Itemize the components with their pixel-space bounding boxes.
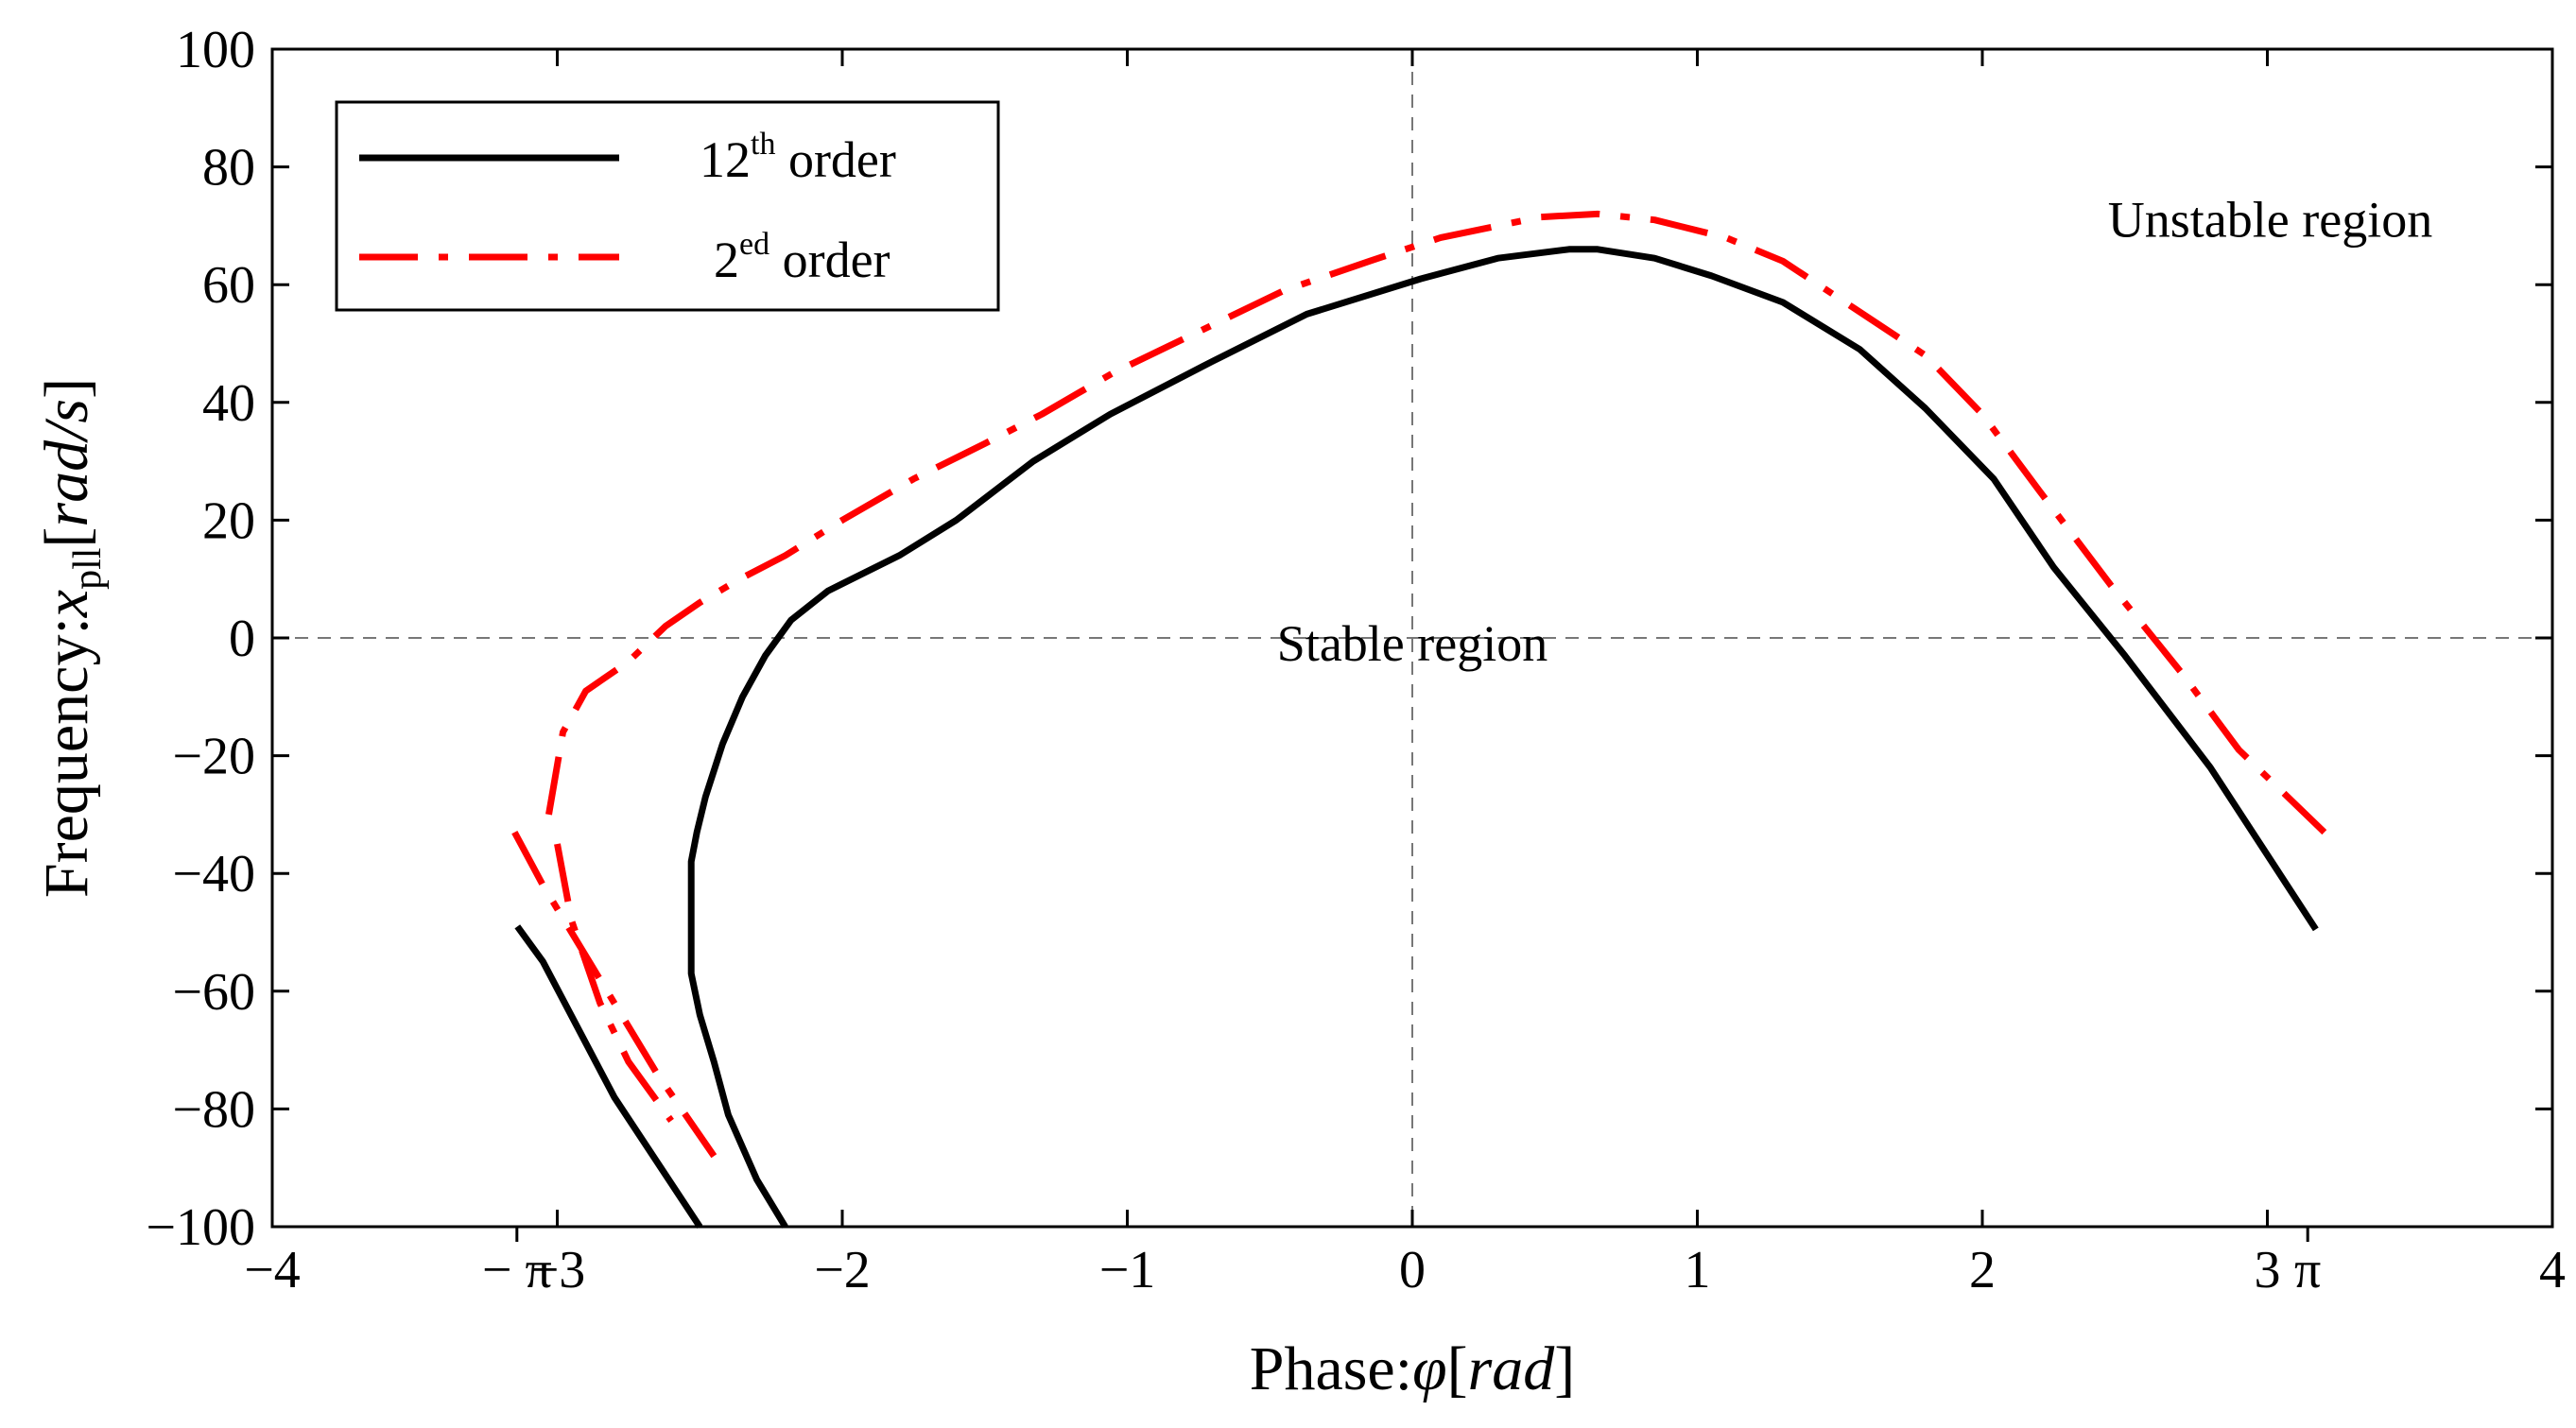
- axis-ticks: −4 −3 −2 −1 0 1 2 3 4 −100 −80 −60 −40 −20 0 20 40 60 80 10…: [146, 21, 2566, 1299]
- x-tick-label: −1: [1099, 1241, 1156, 1299]
- x-axis-label-unit-open: [: [1447, 1334, 1468, 1403]
- y-tick-label: −80: [172, 1080, 255, 1139]
- series-line: [514, 924, 703, 1229]
- y-axis-label-unit-open: [: [32, 527, 101, 548]
- legend-label-12th-order: 12th order: [700, 127, 896, 188]
- y-tick-label: 60: [202, 256, 255, 315]
- x-axis-label-prefix: Phase:: [1250, 1334, 1412, 1403]
- y-tick-label: 40: [202, 374, 255, 433]
- annotation-label: Stable region: [1277, 615, 1547, 672]
- pi-tick-label: − π: [482, 1241, 552, 1299]
- series-line: [511, 830, 717, 1159]
- x-axis-label-unit: rad: [1468, 1334, 1556, 1403]
- y-axis-label-unit: rad/s: [32, 399, 101, 527]
- x-tick-label: −4: [244, 1241, 301, 1299]
- annotation-label: Unstable region: [2108, 192, 2432, 249]
- x-tick-label: 0: [1399, 1241, 1426, 1299]
- y-axis-label-unit-close: ]: [32, 378, 101, 399]
- series-layer: [511, 210, 2327, 1229]
- x-tick-label: 2: [1969, 1241, 1996, 1299]
- x-axis-label-unit-close: ]: [1554, 1334, 1575, 1403]
- y-axis-label: Frequency:xpll[rad/s]: [32, 378, 110, 898]
- y-tick-label: −20: [172, 728, 255, 786]
- annotations: Unstable region Stable region: [1277, 192, 2432, 673]
- y-axis-label-symbol: x: [32, 590, 101, 618]
- series-12th-order: [514, 246, 2319, 1229]
- y-axis-label-prefix: Frequency:: [32, 617, 101, 898]
- x-axis-label: Phase:φ[rad]: [1250, 1334, 1576, 1403]
- y-tick-label: −60: [172, 963, 255, 1022]
- y-tick-label: 20: [202, 491, 255, 550]
- pi-tick-label: π: [2294, 1241, 2321, 1299]
- x-axis-label-symbol: φ: [1412, 1334, 1447, 1403]
- legend-box: [335, 100, 1000, 312]
- x-tick-label: 1: [1685, 1241, 1711, 1299]
- series-line: [554, 843, 674, 1123]
- x-tick-label: −2: [814, 1241, 871, 1299]
- series-line: [545, 210, 2327, 835]
- x-tick-label: −3: [529, 1241, 586, 1299]
- legend: 12th order 2ed order: [335, 100, 1000, 312]
- x-tick-label: 3: [2255, 1241, 2281, 1299]
- y-tick-label: −100: [146, 1198, 255, 1257]
- y-tick-label: −40: [172, 845, 255, 903]
- y-axis-label-subscript: pll: [66, 548, 110, 590]
- legend-label-2ed-order: 2ed order: [714, 227, 890, 288]
- series-line: [687, 246, 2319, 1229]
- x-tick-label: 4: [2539, 1241, 2566, 1299]
- series-2ed-order: [511, 210, 2327, 1159]
- y-tick-label: 100: [176, 21, 255, 79]
- reference-lines: [272, 49, 2552, 1227]
- y-tick-label: 80: [202, 139, 255, 198]
- y-tick-label: 0: [229, 610, 255, 668]
